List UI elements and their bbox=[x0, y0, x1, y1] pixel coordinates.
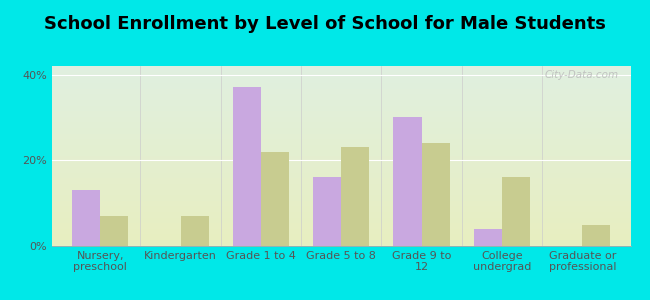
Bar bbox=[100, 216, 128, 246]
Bar bbox=[233, 87, 261, 246]
Bar bbox=[261, 152, 289, 246]
Bar bbox=[474, 229, 502, 246]
Bar bbox=[502, 177, 530, 246]
Bar bbox=[313, 177, 341, 246]
Bar bbox=[341, 147, 369, 246]
Bar bbox=[422, 143, 450, 246]
Bar bbox=[393, 117, 422, 246]
Text: City-Data.com: City-Data.com bbox=[545, 70, 619, 80]
Bar bbox=[181, 216, 209, 246]
Bar bbox=[582, 225, 610, 246]
Text: School Enrollment by Level of School for Male Students: School Enrollment by Level of School for… bbox=[44, 15, 606, 33]
Bar bbox=[72, 190, 100, 246]
